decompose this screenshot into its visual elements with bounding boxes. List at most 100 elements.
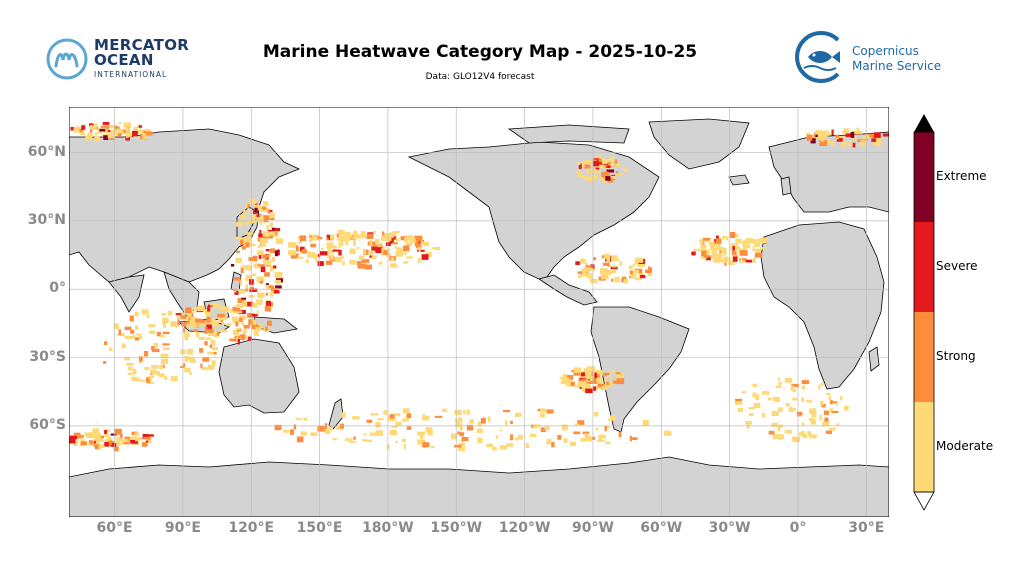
heatwave-cell [788,407,794,413]
heatwave-cell [170,321,177,327]
heatwave-cell [96,436,103,442]
heatwave-cell [142,442,148,447]
heatwave-cell [390,425,399,428]
heatwave-cell [583,164,591,169]
heatwave-cell [577,271,583,275]
heatwave-cell [754,249,758,252]
heatwave-cell [104,341,108,345]
heatwave-cell [580,379,585,382]
heatwave-cell [421,254,429,260]
heatwave-cell [503,409,510,413]
heatwave-cell [546,438,552,445]
heatwave-cell [406,413,411,418]
heatwave-cell [873,139,882,146]
heatwave-cell [151,346,155,351]
heatwave-cell [151,348,160,353]
heatwave-cell [709,244,716,251]
heatwave-cell [825,430,832,434]
heatwave-cell [459,432,465,437]
heatwave-cell [586,373,592,377]
heatwave-cell [401,438,406,443]
heatwave-cell [125,131,132,137]
heatwave-cell [457,431,460,435]
heatwave-cell [793,389,796,393]
heatwave-cell [315,258,318,262]
heatwave-cell [850,131,855,138]
heatwave-cell [317,261,324,267]
heatwave-cell [701,250,707,257]
heatwave-cell [301,249,307,254]
heatwave-cell [100,125,109,130]
heatwave-cell [610,163,618,166]
heatwave-cell [256,214,262,219]
heatwave-cell [540,427,546,433]
heatwave-cell [735,238,742,244]
heatwave-cell [99,445,102,450]
heatwave-cell [189,371,192,375]
heatwave-cell [360,231,366,237]
heatwave-cell [825,392,831,396]
heatwave-cell [357,261,362,266]
heatwave-cell [573,367,582,373]
heatwave-cell [346,237,351,242]
colorbar-label: Strong [936,349,976,363]
heatwave-cell [234,292,239,295]
heatwave-cell [604,425,607,432]
heatwave-cell [269,266,276,269]
heatwave-cell [389,429,398,436]
heatwave-cell [592,161,600,167]
heatwave-cell [163,347,170,350]
heatwave-cell [184,335,189,341]
heatwave-cell [147,438,152,443]
heatwave-cell [404,236,409,241]
heatwave-cell [806,134,813,141]
heatwave-cell [249,288,258,292]
heatwave-cell [499,445,507,450]
heatwave-cell [741,391,747,394]
heatwave-cell [202,357,210,362]
heatwave-cell [829,427,836,431]
heatwave-cell [618,431,622,438]
heatwave-cell [235,321,239,327]
heatwave-cell [596,377,603,383]
heatwave-cell [253,330,259,336]
heatwave-cell [357,263,365,269]
heatwave-cell [245,288,249,292]
lon-tick-label: 30°E [848,520,885,536]
heatwave-cell [703,255,712,258]
lon-tick-label: 150°W [430,520,483,536]
heatwave-cell [455,423,463,427]
heatwave-cell [422,442,430,447]
heatwave-cell [753,242,760,247]
heatwave-cell [810,138,816,144]
heatwave-cell [89,125,97,129]
heatwave-cell [517,434,523,440]
heatwave-cell [197,320,205,326]
colorbar-extend-bottom [913,491,935,511]
heatwave-cell [396,247,403,252]
heatwave-cell [544,426,550,431]
heatwave-cell [705,255,711,261]
land-arctic-islands [507,124,630,144]
heatwave-cell [248,336,253,341]
heatwave-cell [563,438,568,443]
heatwave-cell [366,419,373,423]
heatwave-cell [80,441,88,445]
heatwave-cell [402,408,410,414]
heatwave-cell [818,384,821,390]
heatwave-cell [394,246,397,249]
heatwave-cell [403,261,409,264]
heatwave-cell [862,134,870,140]
heatwave-cell [160,365,163,369]
heatwave-cell [219,306,226,311]
heatwave-cell [577,382,584,388]
heatwave-cell [273,265,277,269]
heatwave-cell [153,342,159,349]
heatwave-cell [463,410,466,415]
heatwave-cell [585,267,593,271]
heatwave-cell [314,253,318,260]
colorbar-extend-top [914,114,934,132]
heatwave-cell [236,327,241,330]
heatwave-cell [170,376,178,382]
heatwave-cell [341,412,346,418]
